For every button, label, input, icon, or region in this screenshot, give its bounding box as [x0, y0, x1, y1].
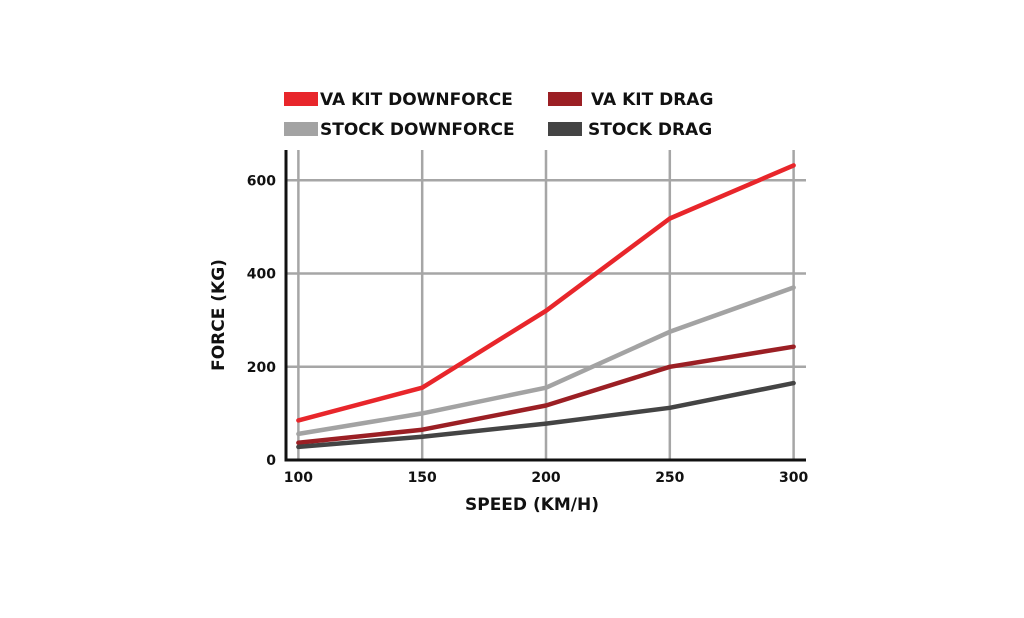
legend: VA KIT DOWNFORCE VA KIT DRAG STOCK DOWNFOR… — [284, 90, 713, 140]
y-tick-label: 0 — [266, 453, 276, 469]
x-tick-label: 150 — [408, 470, 437, 486]
x-tick-label: 100 — [284, 470, 313, 486]
axes — [284, 150, 806, 462]
y-tick-label: 600 — [247, 173, 276, 189]
x-axis-title: SPEED (KM/H) — [465, 495, 599, 515]
legend-swatch-stock-drag — [548, 122, 582, 136]
tick-labels: 100 150 200 250 300 0 200 400 600 — [247, 173, 809, 486]
y-tick-label: 400 — [247, 267, 276, 283]
stock-drag-line — [296, 380, 796, 450]
grid — [286, 150, 806, 460]
va-kit-downforce-line — [296, 163, 796, 423]
x-tick-label: 200 — [531, 470, 560, 486]
series-lines — [296, 163, 796, 450]
y-tick-label: 200 — [247, 360, 276, 376]
legend-swatch-va-kit-downforce — [284, 92, 318, 106]
legend-label-stock-drag: STOCK DRAG — [588, 120, 712, 140]
x-tick-label: 300 — [779, 470, 808, 486]
va-kit-drag-line — [296, 344, 796, 446]
legend-swatch-stock-downforce — [284, 122, 318, 136]
legend-label-stock-downforce: STOCK DOWNFORCE — [320, 120, 515, 140]
legend-swatch-va-kit-drag — [548, 92, 582, 106]
legend-label-va-kit-drag: VA KIT DRAG — [591, 90, 713, 110]
stock-downforce-line — [296, 285, 796, 437]
x-tick-label: 250 — [655, 470, 684, 486]
y-axis-title: FORCE (KG) — [209, 259, 229, 371]
legend-label-va-kit-downforce: VA KIT DOWNFORCE — [320, 90, 513, 110]
